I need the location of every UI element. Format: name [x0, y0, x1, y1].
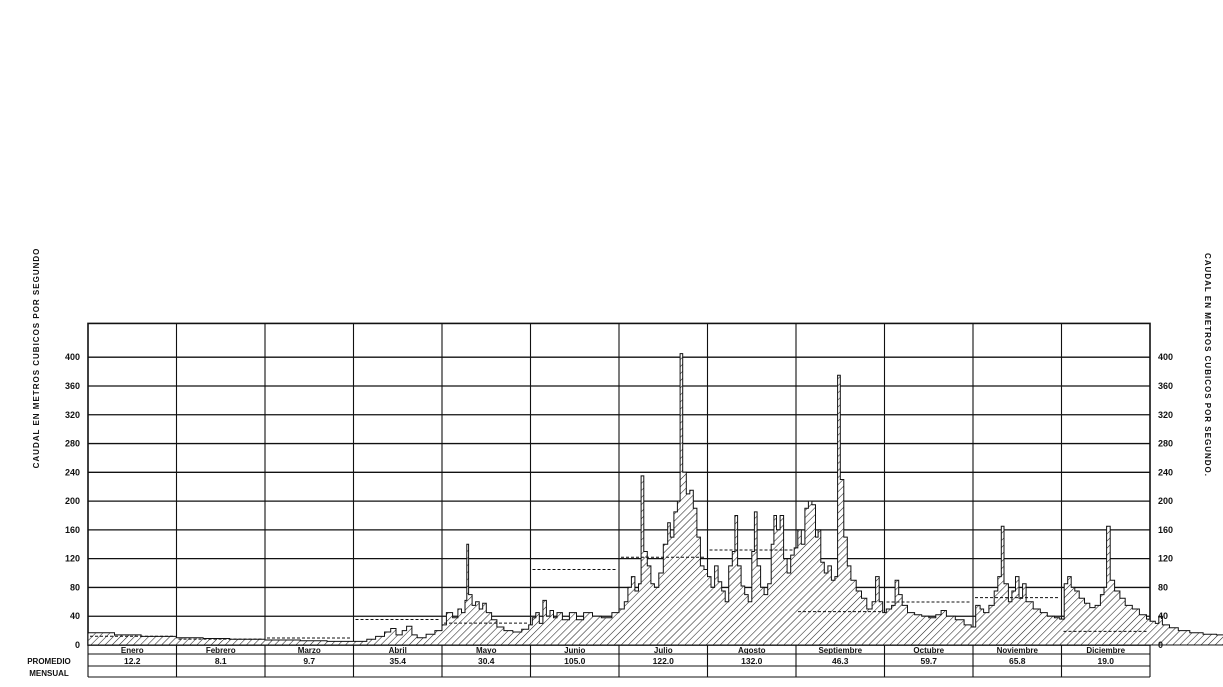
left-tick-label: 400: [65, 352, 80, 362]
month-label-agosto: Agosto: [738, 646, 766, 655]
average-value-diciembre: 19.0: [1097, 656, 1114, 666]
grid-lines: [87, 322, 1151, 678]
average-label-line-1: PROMEDIO: [27, 657, 71, 666]
left-tick-label: 80: [70, 582, 80, 592]
right-tick-label: 80: [1158, 582, 1168, 592]
right-tick-label: 280: [1158, 439, 1173, 449]
left-tick-label: 360: [65, 381, 80, 391]
right-tick-label: 200: [1158, 496, 1173, 506]
month-label-row: Enero Febrero Marzo Abril Mayo Junio Julio Agos…: [121, 646, 1126, 655]
average-value-noviembre: 65.8: [1009, 656, 1026, 666]
month-label-marzo: Marzo: [298, 646, 321, 655]
average-value-octubre: 59.7: [920, 656, 937, 666]
daily-flow-area: [87, 353, 1223, 646]
month-label-septiembre: Septiembre: [818, 646, 862, 655]
y-axis-label-left: CAUDAL EN METROS CUBICOS POR SEGUNDO: [32, 248, 41, 469]
left-tick-label: 120: [65, 554, 80, 564]
right-tick-label: 160: [1158, 525, 1173, 535]
right-tick-label: 120: [1158, 554, 1173, 564]
left-tick-label: 40: [70, 611, 80, 621]
left-tick-label: 0: [75, 640, 80, 650]
y-axis-label-right: CAUDAL EN METROS CUBICOS POR SEGUNDO.: [1203, 253, 1212, 477]
left-tick-label: 280: [65, 439, 80, 449]
month-label-febrero: Febrero: [206, 646, 236, 655]
right-tick-label: 400: [1158, 352, 1173, 362]
average-value-agosto: 132.0: [741, 656, 763, 666]
left-tick-label: 240: [65, 467, 80, 477]
average-value-junio: 105.0: [564, 656, 586, 666]
month-label-octubre: Octubre: [913, 646, 944, 655]
right-tick-label: 40: [1158, 611, 1168, 621]
left-tick-label: 200: [65, 496, 80, 506]
monthly-average-lines: [90, 549, 1148, 640]
month-label-mayo: Mayo: [476, 646, 497, 655]
monthly-average-value-row: 12.2 8.1 9.7 35.4 30.4 105.0 122.0 132.0 46.3 59.…: [124, 656, 1114, 666]
month-label-diciembre: Diciembre: [1086, 646, 1125, 655]
average-label-line-2: MENSUAL: [29, 669, 69, 678]
month-label-noviembre: Noviembre: [997, 646, 1039, 655]
right-tick-label: 0: [1158, 640, 1163, 650]
average-value-julio: 122.0: [653, 656, 675, 666]
average-value-febrero: 8.1: [215, 656, 227, 666]
average-value-enero: 12.2: [124, 656, 141, 666]
average-value-septiembre: 46.3: [832, 656, 849, 666]
left-axis-ticks: 0 40 80 120 160 200 240 280 320 360 400: [65, 352, 80, 650]
average-value-mayo: 30.4: [478, 656, 495, 666]
month-label-abril: Abril: [389, 646, 407, 655]
right-axis-ticks: 0 40 80 120 160 200 240 280 320 360 400: [1158, 352, 1173, 650]
average-value-marzo: 9.7: [303, 656, 315, 666]
month-label-julio: Julio: [654, 646, 673, 655]
right-tick-label: 360: [1158, 381, 1173, 391]
month-label-junio: Junio: [564, 646, 585, 655]
left-tick-label: 160: [65, 525, 80, 535]
right-tick-label: 320: [1158, 410, 1173, 420]
right-tick-label: 240: [1158, 467, 1173, 477]
left-tick-label: 320: [65, 410, 80, 420]
month-label-enero: Enero: [121, 646, 144, 655]
average-value-abril: 35.4: [389, 656, 406, 666]
